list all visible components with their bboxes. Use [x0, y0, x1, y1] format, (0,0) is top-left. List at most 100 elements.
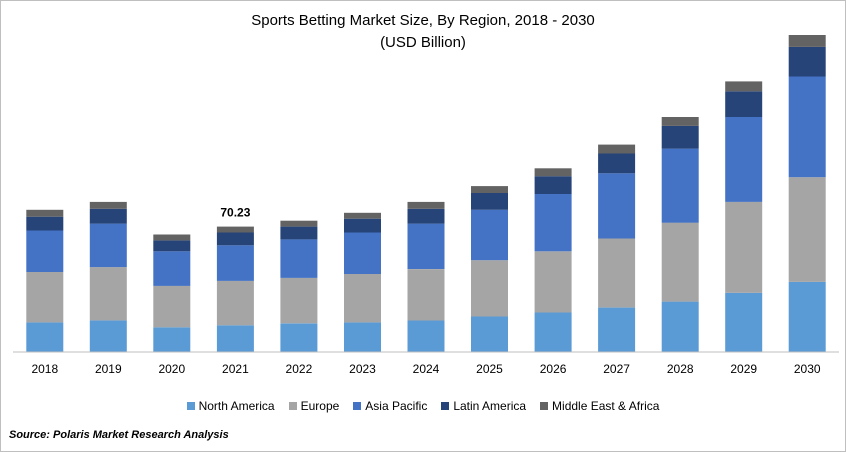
bar-segment-2023-latin-america — [344, 218, 381, 233]
bar-segment-2027-north-america — [598, 307, 636, 352]
annotations-group: 70.23 — [220, 206, 250, 220]
bar-segment-2025-asia-pacific — [471, 209, 508, 261]
bars-group — [26, 35, 826, 353]
chart-subtitle: (USD Billion) — [380, 34, 466, 51]
bar-segment-2023-middle-east-africa — [344, 212, 381, 219]
bar-segment-2026-latin-america — [534, 176, 572, 194]
bar-segment-2018-north-america — [26, 322, 64, 352]
bar-segment-2028-north-america — [661, 301, 699, 352]
bar-segment-2028-asia-pacific — [661, 148, 699, 223]
bar-segment-2018-latin-america — [26, 216, 64, 231]
legend-item: Asia Pacific — [353, 398, 427, 414]
bar-segment-2020-europe — [153, 285, 191, 328]
source-note: Source: Polaris Market Research Analysis — [9, 429, 229, 441]
bar-segment-2030-europe — [788, 177, 826, 282]
bar-segment-2028-middle-east-africa — [661, 117, 699, 126]
bar-segment-2019-europe — [89, 267, 127, 321]
bar-segment-2029-asia-pacific — [725, 117, 763, 202]
legend-item: Middle East & Africa — [540, 398, 659, 414]
bar-segment-2021-latin-america — [216, 232, 254, 246]
bar-segment-2028-latin-america — [661, 125, 699, 149]
bar-segment-2024-north-america — [407, 320, 445, 352]
bar-segment-2020-latin-america — [153, 240, 191, 252]
x-tick-label: 2029 — [730, 362, 757, 376]
bar-segment-2024-middle-east-africa — [407, 201, 445, 209]
x-tick-label: 2026 — [540, 362, 567, 376]
x-tick-label: 2027 — [603, 362, 630, 376]
legend-item: North America — [186, 398, 275, 414]
bar-segment-2027-middle-east-africa — [598, 144, 636, 154]
bar-segment-2018-europe — [26, 272, 64, 323]
chart-title: Sports Betting Market Size, By Region, 2… — [251, 12, 595, 29]
bar-segment-2024-asia-pacific — [407, 223, 445, 269]
bar-segment-2026-north-america — [534, 312, 572, 352]
legend-swatch — [441, 402, 450, 410]
bar-segment-2030-middle-east-africa — [788, 35, 826, 47]
bar-segment-2019-asia-pacific — [89, 223, 127, 268]
bar-segment-2030-latin-america — [788, 46, 826, 77]
bar-segment-2027-asia-pacific — [598, 173, 636, 239]
bar-segment-2025-latin-america — [471, 193, 508, 210]
bar-segment-2020-asia-pacific — [153, 251, 191, 286]
bar-segment-2022-europe — [280, 277, 318, 324]
x-tick-label: 2018 — [31, 362, 58, 376]
bar-segment-2029-north-america — [725, 292, 763, 353]
x-tick-label: 2021 — [222, 362, 249, 376]
bar-segment-2026-europe — [534, 251, 572, 313]
bar-segment-2024-europe — [407, 269, 445, 321]
bar-segment-2027-latin-america — [598, 153, 636, 174]
bar-segment-2021-north-america — [216, 325, 254, 352]
bar-segment-2026-asia-pacific — [534, 194, 572, 252]
x-tick-label: 2030 — [794, 362, 821, 376]
x-tick-label: 2023 — [349, 362, 376, 376]
bar-segment-2026-middle-east-africa — [534, 168, 572, 177]
bar-segment-2023-asia-pacific — [344, 232, 381, 274]
legend-swatch — [540, 402, 549, 410]
bar-segment-2022-middle-east-africa — [280, 220, 318, 227]
x-tick-label: 2024 — [413, 362, 440, 376]
bar-segment-2019-middle-east-africa — [89, 201, 127, 209]
bar-segment-2025-middle-east-africa — [471, 186, 508, 193]
x-tick-label: 2028 — [667, 362, 694, 376]
bar-segment-2020-north-america — [153, 327, 191, 352]
bar-segment-2024-latin-america — [407, 208, 445, 224]
bar-segment-2021-europe — [216, 280, 254, 326]
bar-segment-2029-middle-east-africa — [725, 81, 763, 92]
bar-segment-2025-north-america — [471, 316, 508, 352]
bar-segment-2023-north-america — [344, 322, 381, 352]
bar-segment-2021-middle-east-africa — [216, 226, 254, 233]
bar-segment-2021-asia-pacific — [216, 245, 254, 281]
legend-swatch — [288, 402, 297, 410]
legend-label: Middle East & Africa — [552, 399, 660, 413]
x-tick-label: 2025 — [476, 362, 503, 376]
bar-segment-2029-europe — [725, 201, 763, 293]
bar-segment-2019-north-america — [89, 320, 127, 352]
bar-segment-2022-latin-america — [280, 226, 318, 240]
bar-segment-2030-north-america — [788, 281, 826, 352]
legend-swatch — [353, 402, 362, 410]
bar-segment-2029-latin-america — [725, 91, 763, 117]
bar-segment-2022-north-america — [280, 323, 318, 352]
x-tick-labels: 2018 2019 2020 2021 2022 2023 2024 2025 2026 2027… — [31, 362, 820, 376]
bar-segment-2018-middle-east-africa — [26, 209, 64, 217]
legend-label: Latin America — [453, 399, 527, 413]
bar-segment-2025-europe — [471, 260, 508, 317]
bar-segment-2030-asia-pacific — [788, 76, 826, 178]
x-tick-label: 2022 — [286, 362, 313, 376]
bar-chart: 2018 2019 2020 2021 2022 2023 2024 2025 2026 2027… — [13, 35, 839, 376]
bar-segment-2018-asia-pacific — [26, 230, 64, 272]
bar-segment-2027-europe — [598, 238, 636, 308]
bar-segment-2020-middle-east-africa — [153, 234, 191, 241]
x-tick-label: 2019 — [95, 362, 122, 376]
legend-item: Latin America — [441, 398, 526, 414]
legend-item: Europe — [288, 398, 340, 414]
bar-segment-2019-latin-america — [89, 208, 127, 224]
x-tick-label: 2020 — [158, 362, 185, 376]
legend-label: Europe — [300, 399, 340, 413]
legend-label: Asia Pacific — [365, 399, 428, 413]
data-label-2021: 70.23 — [220, 206, 250, 220]
legend-label: North America — [198, 399, 275, 413]
bar-segment-2028-europe — [661, 222, 699, 302]
bar-segment-2022-asia-pacific — [280, 239, 318, 278]
